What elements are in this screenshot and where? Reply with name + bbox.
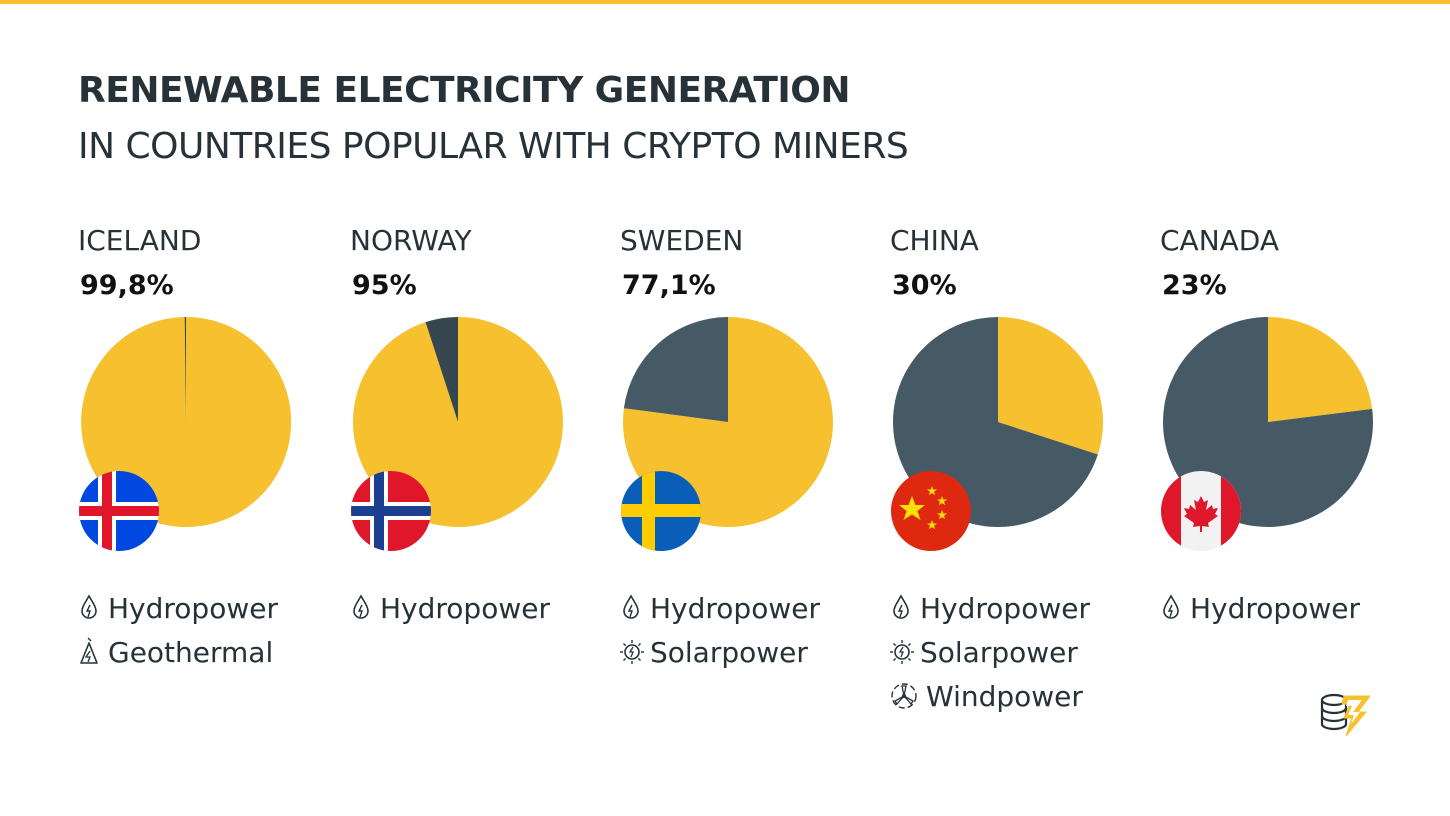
hydropower-icon [1163,594,1179,619]
renewable-share-label: 77,1% [622,270,716,301]
energy-sources-list: Hydropower Solarpower [620,586,820,674]
country-name: ICELAND [78,224,202,257]
country-canada: CANADA 23% Hydropower [1160,220,1420,720]
energy-source-label: Hydropower [108,591,278,625]
renewable-share-label: 23% [1162,270,1227,301]
country-name: NORWAY [350,224,472,257]
energy-source-label: Geothermal [108,635,274,669]
energy-sources-list: Hydropower [350,586,550,630]
energy-source-item: Hydropower [1160,586,1360,630]
energy-sources-list: Hydropower [1160,586,1360,630]
country-name: CHINA [890,224,979,257]
coin-stack-lightning-logo-icon [1320,693,1371,737]
energy-source-label: Windpower [926,679,1083,713]
energy-source-item: Geothermal [78,630,278,674]
hydropower-icon [893,594,909,619]
chart-subtitle: IN COUNTRIES POPULAR WITH CRYPTO MINERS [78,126,909,167]
energy-source-label: Solarpower [650,635,808,669]
energy-source-label: Hydropower [1190,591,1360,625]
country-name: CANADA [1160,224,1280,257]
renewable-share-label: 30% [892,270,957,301]
energy-source-label: Hydropower [920,591,1090,625]
solarpower-icon [890,640,914,664]
energy-source-item: Solarpower [890,630,1090,674]
hydropower-icon [353,594,369,619]
energy-source-item: Hydropower [620,586,820,630]
hydropower-icon [623,594,639,619]
energy-source-item: Hydropower [78,586,278,630]
energy-source-label: Hydropower [650,591,820,625]
energy-source-label: Hydropower [380,591,550,625]
country-iceland: ICELAND 99,8% Hydropower Geothermal [78,220,338,720]
energy-sources-list: Hydropower Geothermal [78,586,278,674]
china-flag-icon [891,471,971,551]
iceland-flag-icon [79,471,159,551]
renewable-share-label: 99,8% [80,270,174,301]
energy-source-item: Solarpower [620,630,820,674]
energy-source-item: Windpower [890,674,1090,718]
pie-slice-other [623,317,728,422]
chart-title: RENEWABLE ELECTRICITY GENERATION [78,70,851,111]
geothermal-icon [80,637,98,664]
pie-slice-renewable [1268,317,1373,422]
energy-source-item: Hydropower [890,586,1090,630]
country-name: SWEDEN [620,224,744,257]
norway-flag-icon [351,471,431,551]
energy-source-item: Hydropower [350,586,550,630]
energy-source-label: Solarpower [920,635,1078,669]
renewable-share-label: 95% [352,270,417,301]
pie-slice-other [425,317,458,422]
windpower-icon [891,683,917,709]
pie-slice-renewable [998,317,1104,455]
hydropower-icon [81,594,97,619]
canada-flag-icon [1161,471,1241,551]
pie-slice-other [184,317,186,422]
country-sweden: SWEDEN 77,1% Hydropower Solarpower [620,220,880,720]
energy-sources-list: Hydropower Solarpower Windpower [890,586,1090,718]
sweden-flag-icon [621,471,701,551]
country-china: CHINA 30% Hydropower Solarpower Windpower [890,220,1150,720]
solarpower-icon [620,640,644,664]
country-norway: NORWAY 95% Hydropower [350,220,610,720]
top-accent-bar [0,0,1450,4]
